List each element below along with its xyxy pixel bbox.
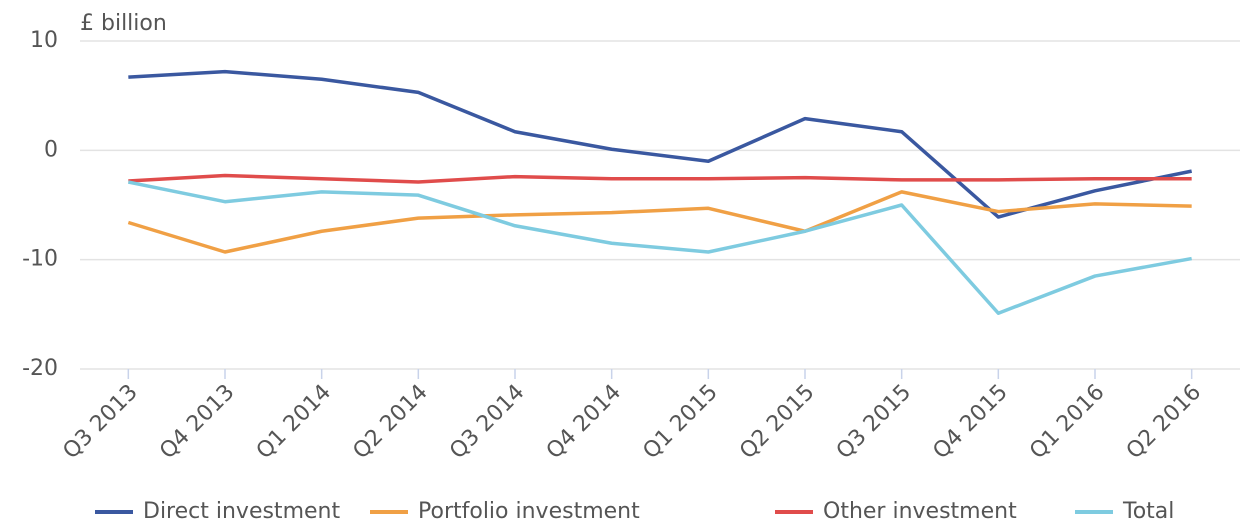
x-tick-label: Q4 2015 [928, 380, 1012, 464]
x-tick-label: Q2 2014 [348, 380, 432, 464]
legend-label: Total [1122, 499, 1174, 524]
x-tick-label: Q3 2015 [832, 380, 916, 464]
series-line [127, 190, 1192, 254]
x-tick-label: Q2 2016 [1122, 380, 1206, 464]
y-tick-label: -20 [22, 356, 58, 381]
x-tick-label: Q3 2013 [58, 380, 142, 464]
legend-label: Portfolio investment [418, 499, 640, 524]
series-line [128, 69, 1193, 219]
x-tick-label: Q1 2016 [1025, 380, 1109, 464]
series-line [127, 180, 1192, 315]
x-tick-label: Q4 2013 [155, 380, 239, 464]
x-tick-label: Q2 2015 [735, 380, 819, 464]
series-line [128, 173, 1192, 184]
x-tick-label: Q1 2014 [252, 380, 336, 464]
x-tick-label: Q1 2015 [638, 380, 722, 464]
y-tick-label: 10 [30, 28, 58, 53]
legend-label: Other investment [823, 499, 1017, 524]
y-tick-label: -10 [22, 247, 58, 272]
x-tick-label: Q3 2014 [445, 380, 529, 464]
legend-label: Direct investment [143, 499, 340, 524]
x-tick-label: Q4 2014 [542, 380, 626, 464]
y-tick-label: 0 [44, 137, 58, 162]
y-axis-label: £ billion [80, 11, 167, 36]
